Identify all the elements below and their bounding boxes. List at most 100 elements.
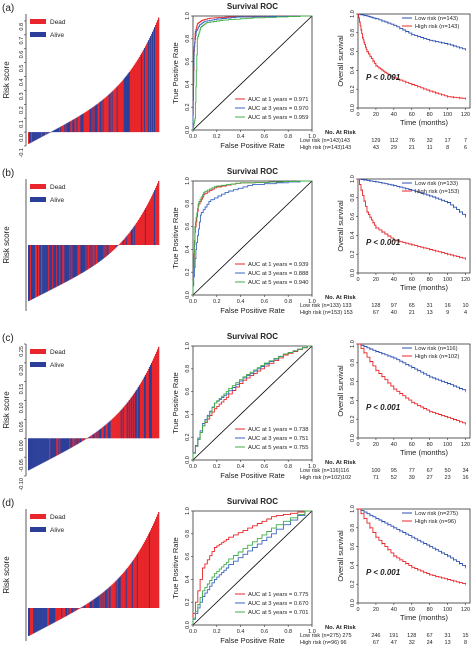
risk-bar	[122, 239, 125, 245]
risk-y-tick-label: 0.15	[19, 384, 25, 395]
risk-bar	[142, 543, 145, 608]
km-y-tick-label: 0.8	[350, 194, 356, 202]
risk-bar	[84, 605, 86, 608]
risk-bar	[58, 127, 60, 133]
risk-bar	[60, 245, 62, 285]
risk-bar	[78, 245, 80, 275]
risk-bar	[120, 575, 123, 608]
km-legend-label: Low risk (n=143)	[415, 16, 458, 22]
risk-bar	[32, 132, 34, 142]
roc-y-tick-label: 0.4	[185, 576, 191, 584]
roc-plot: Survival ROC 0.00.0 0.2 0.2 0.4 0.4 0.6 0.6 0.8 0…	[171, 332, 316, 480]
risk-bar	[111, 584, 113, 608]
risk-bar	[126, 74, 129, 133]
risk-bar	[86, 438, 88, 439]
roc-x-tick-label: 0.2	[213, 299, 221, 305]
km-y-label: Overall survival	[336, 530, 345, 582]
roc-plot: Survival ROC 0.00.0 0.2 0.2 0.4 0.4 0.6 0.6 0.8 0…	[171, 2, 316, 150]
at-risk-count: 13	[427, 310, 433, 316]
risk-bar	[100, 101, 102, 133]
risk-bar	[104, 590, 106, 608]
km-p-value: P < 0.001	[366, 568, 401, 577]
risk-bar	[117, 85, 119, 133]
km-y-tick-label: 0.6	[350, 213, 356, 221]
km-curve-low-risk	[358, 178, 466, 217]
at-risk-count: 77	[409, 468, 415, 474]
risk-bar	[144, 374, 147, 439]
risk-bar	[72, 245, 74, 279]
risk-bar	[78, 438, 80, 444]
risk-bar	[87, 110, 89, 133]
risk-bar	[106, 245, 108, 256]
km-x-tick-label: 100	[443, 442, 452, 448]
risk-score-plot: 0.25 0.20 0.15 0.10 0.05 0.00 -0.05 -0.10 Risk s…	[2, 343, 160, 491]
roc-diagonal	[192, 180, 313, 296]
risk-bar	[28, 245, 30, 302]
risk-bar	[29, 245, 31, 301]
at-risk-table: No. At Risk Low risk (n=133) 133 128 97 65 31…	[300, 295, 469, 316]
km-x-tick-label: 100	[443, 112, 452, 118]
risk-bar	[37, 245, 39, 297]
risk-y-tick-label: -0.1	[19, 148, 25, 157]
risk-bar	[129, 564, 132, 608]
risk-bar	[111, 91, 113, 133]
risk-bar	[39, 132, 41, 138]
at-risk-count: 71	[373, 475, 379, 481]
risk-bar	[61, 438, 63, 453]
risk-bar	[38, 132, 40, 139]
risk-bar	[36, 132, 38, 140]
risk-bar	[72, 438, 74, 447]
risk-bar	[74, 245, 76, 278]
risk-bar	[150, 362, 153, 439]
risk-bar	[145, 538, 148, 608]
risk-bar	[51, 608, 53, 624]
risk-bar	[41, 245, 43, 295]
legend-dead-swatch	[30, 349, 46, 354]
roc-y-tick-label: 0.8	[185, 200, 191, 208]
risk-bar	[117, 413, 119, 439]
risk-bar	[141, 213, 144, 245]
risk-bar	[95, 432, 97, 439]
risk-bar	[131, 395, 134, 439]
risk-bar	[60, 126, 62, 133]
risk-bar	[132, 559, 135, 608]
risk-bar	[158, 346, 160, 439]
risk-bar	[149, 530, 152, 608]
km-x-tick-label: 40	[391, 607, 397, 613]
risk-y-tick-label: 0.20	[19, 365, 25, 376]
risk-bar	[77, 116, 79, 133]
risk-bar	[68, 122, 70, 133]
at-risk-row-label: High risk (n=143)143	[300, 145, 351, 151]
risk-bar	[50, 245, 52, 290]
at-risk-count: 15	[462, 633, 468, 639]
legend-dead-swatch	[30, 19, 46, 24]
risk-bar	[111, 245, 113, 252]
at-risk-count: 246	[371, 633, 380, 639]
risk-bar	[108, 245, 110, 254]
risk-bar	[42, 608, 44, 629]
risk-bar	[37, 608, 39, 632]
roc-x-tick-label: 0.0	[189, 464, 197, 470]
km-plot: Low risk (n=133) High risk (n=153) P < 0.0…	[336, 175, 471, 292]
risk-bar	[97, 430, 99, 439]
km-y-tick-label: 1.0	[350, 340, 356, 348]
roc-title: Survival ROC	[227, 167, 278, 176]
risk-bar	[130, 397, 133, 439]
at-risk-count: 16	[445, 303, 451, 309]
risk-bar	[101, 100, 103, 133]
legend-alive-label: Alive	[50, 32, 64, 39]
at-risk-row-label: Low risk (n=133) 133	[300, 303, 352, 309]
risk-bar	[149, 198, 152, 245]
risk-bar	[92, 599, 94, 608]
risk-bar	[53, 438, 55, 458]
risk-y-tick-label: 0.6	[19, 51, 25, 59]
km-x-tick-label: 80	[427, 607, 433, 613]
at-risk-count: 27	[427, 475, 433, 481]
roc-y-label: True Positive Rate	[171, 372, 180, 433]
risk-bar	[66, 123, 68, 133]
risk-y-tick-label: 0.05	[19, 421, 25, 432]
legend-dead-label: Dead	[50, 184, 66, 191]
risk-bar	[120, 242, 123, 245]
risk-bar	[125, 403, 128, 439]
risk-y-tick-label: 0.4	[19, 79, 25, 87]
